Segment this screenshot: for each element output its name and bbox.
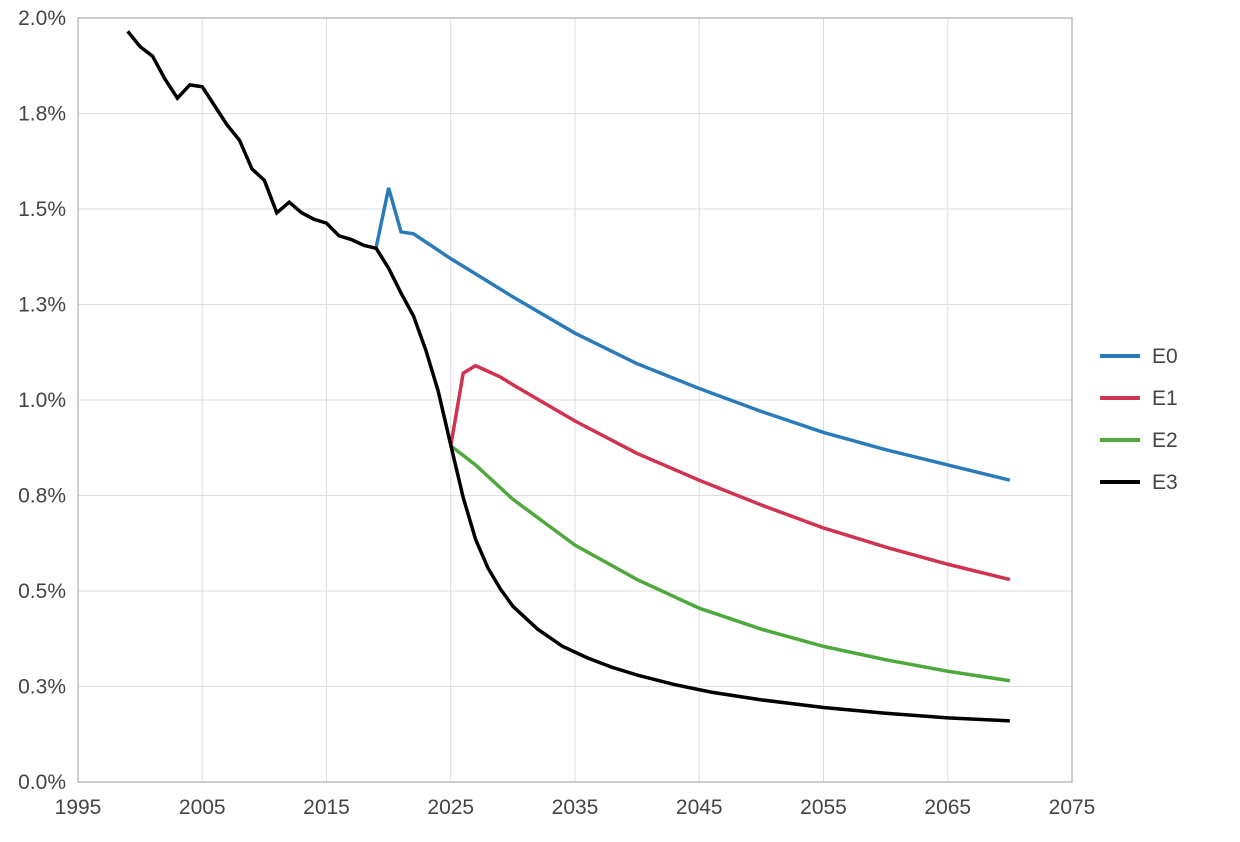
x-tick-label: 2075 — [1049, 796, 1096, 819]
x-tick-label: 2065 — [924, 796, 971, 819]
x-tick-label: 2025 — [427, 796, 474, 819]
y-tick-label: 2.0% — [18, 7, 66, 30]
x-tick-label: 2055 — [800, 796, 847, 819]
y-tick-label: 1.8% — [18, 103, 66, 126]
y-tick-label: 0.8% — [18, 485, 66, 508]
y-tick-label: 0.3% — [18, 676, 66, 699]
y-tick-label: 1.3% — [18, 294, 66, 317]
x-tick-label: 2005 — [179, 796, 226, 819]
x-tick-label: 2035 — [552, 796, 599, 819]
y-tick-label: 0.5% — [18, 580, 66, 603]
x-tick-label: 1995 — [55, 796, 102, 819]
legend-label-E0: E0 — [1152, 345, 1178, 368]
y-tick-label: 1.0% — [18, 389, 66, 412]
x-tick-label: 2015 — [303, 796, 350, 819]
legend-label-E2: E2 — [1152, 429, 1178, 452]
y-tick-label: 1.5% — [18, 198, 66, 221]
legend-label-E1: E1 — [1152, 387, 1178, 410]
y-tick-label: 0.0% — [18, 771, 66, 794]
x-tick-label: 2045 — [676, 796, 723, 819]
line-chart: 1995 2005 2015 2025 2035 2045 2055 2065 2075 0.0%… — [0, 0, 1240, 842]
legend-label-E3: E3 — [1152, 471, 1178, 494]
chart-background — [0, 0, 1240, 842]
